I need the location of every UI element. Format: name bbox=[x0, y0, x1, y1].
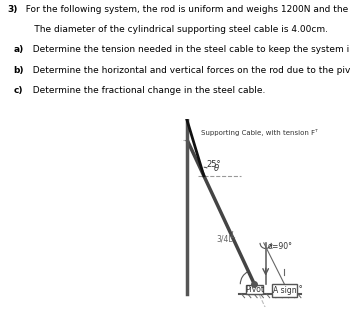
Text: Supporting Cable, with tension Fᵀ: Supporting Cable, with tension Fᵀ bbox=[201, 130, 318, 136]
Text: α=90°: α=90° bbox=[267, 242, 293, 251]
Text: β =65°: β =65° bbox=[273, 285, 303, 294]
Text: θ: θ bbox=[214, 164, 219, 173]
Text: L: L bbox=[231, 231, 235, 240]
Text: c): c) bbox=[13, 86, 23, 95]
Text: Determine the fractional change in the steel cable.: Determine the fractional change in the s… bbox=[27, 86, 265, 95]
Text: 25°: 25° bbox=[206, 160, 221, 169]
Text: A sign: A sign bbox=[273, 286, 296, 295]
Text: b): b) bbox=[13, 66, 24, 75]
Bar bbox=[246, 285, 263, 294]
Text: Pivot: Pivot bbox=[245, 285, 264, 294]
Text: a): a) bbox=[13, 45, 23, 54]
Text: 3): 3) bbox=[7, 5, 18, 14]
Text: Determine the tension needed in the steel cable to keep the system in equilibriu: Determine the tension needed in the stee… bbox=[27, 45, 350, 54]
Text: 3/4L: 3/4L bbox=[216, 234, 233, 244]
Text: The diameter of the cylindrical supporting steel cable is 4.00cm.: The diameter of the cylindrical supporti… bbox=[20, 25, 328, 34]
Text: For the following system, the rod is uniform and weighs 1200N and the sign weigh: For the following system, the rod is uni… bbox=[20, 5, 350, 14]
Bar bbox=[272, 284, 297, 297]
Text: Determine the horizontal and vertical forces on the rod due to the pivot.: Determine the horizontal and vertical fo… bbox=[27, 66, 350, 75]
